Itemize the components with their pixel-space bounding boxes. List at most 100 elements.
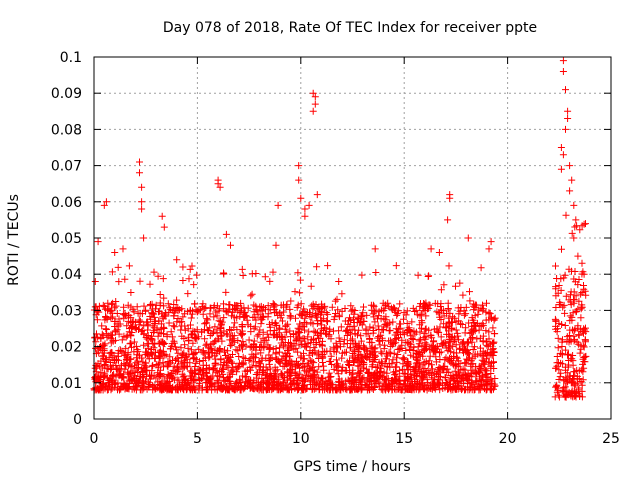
data-point: [199, 361, 207, 369]
data-point: [296, 276, 304, 284]
data-point: [338, 290, 346, 298]
data-point: [181, 322, 189, 330]
data-point: [109, 377, 117, 385]
data-point: [359, 364, 367, 372]
data-point: [183, 385, 191, 393]
data-point: [578, 259, 586, 267]
data-point: [335, 377, 343, 385]
data-point: [401, 356, 408, 364]
data-point: [111, 249, 119, 256]
data-point: [241, 382, 249, 390]
data-point: [578, 289, 586, 296]
data-point: [170, 376, 178, 384]
data-point: [236, 377, 244, 385]
data-point: [258, 307, 266, 315]
data-point: [106, 382, 113, 390]
data-point: [258, 369, 266, 376]
data-point: [147, 315, 155, 323]
data-point: [443, 323, 451, 331]
data-point: [459, 339, 467, 347]
data-point: [109, 299, 117, 307]
y-tick-label: 0.01: [51, 376, 82, 392]
data-point: [339, 363, 347, 371]
data-point: [580, 343, 588, 351]
data-point: [189, 339, 197, 347]
data-point: [297, 300, 305, 308]
data-point: [241, 367, 249, 375]
data-point: [271, 367, 279, 375]
data-point: [483, 382, 491, 390]
data-point: [326, 347, 334, 355]
data-point: [374, 315, 381, 323]
data-point: [324, 373, 332, 381]
data-point: [358, 271, 366, 279]
data-point: [270, 330, 278, 338]
data-point: [473, 377, 481, 385]
data-point: [560, 384, 568, 392]
data-point: [409, 347, 417, 354]
data-point: [432, 353, 440, 361]
data-point: [460, 307, 468, 315]
y-tick-label: 0.04: [51, 267, 82, 283]
data-point: [416, 321, 424, 329]
data-point: [110, 380, 118, 388]
data-point: [171, 323, 179, 331]
data-point: [414, 357, 422, 365]
x-tick-label: 25: [602, 431, 620, 447]
data-point: [91, 333, 99, 341]
data-point: [555, 393, 563, 401]
data-point: [398, 341, 406, 349]
data-point: [222, 288, 230, 296]
data-point: [248, 270, 256, 278]
data-point: [286, 327, 294, 335]
data-point: [288, 379, 296, 387]
data-point: [142, 377, 149, 385]
data-point: [349, 366, 357, 374]
data-point: [297, 194, 305, 202]
data-point: [252, 371, 260, 378]
data-point: [404, 376, 411, 384]
data-point: [114, 366, 122, 373]
data-point: [274, 201, 282, 209]
data-point: [201, 320, 209, 328]
data-point: [103, 315, 111, 323]
data-point: [152, 301, 160, 309]
data-point: [292, 336, 300, 344]
data-point: [311, 378, 319, 386]
data-point: [108, 364, 116, 372]
data-point: [309, 374, 317, 382]
data-point: [169, 366, 177, 374]
data-point: [421, 365, 429, 372]
data-point: [449, 383, 457, 390]
data-point: [312, 328, 320, 336]
data-point: [302, 376, 310, 384]
data-point: [308, 385, 316, 393]
data-point: [396, 386, 404, 394]
data-point: [139, 368, 146, 376]
data-point: [147, 335, 155, 342]
data-point: [284, 360, 292, 367]
data-point: [269, 378, 277, 386]
data-point: [328, 303, 336, 311]
data-point: [248, 350, 256, 358]
data-point: [117, 365, 125, 373]
data-point: [462, 310, 470, 318]
data-point: [578, 301, 586, 309]
data-point: [186, 265, 194, 273]
data-point: [137, 386, 145, 394]
data-point: [464, 371, 472, 379]
data-point: [315, 363, 323, 371]
data-point: [148, 350, 155, 358]
data-point: [167, 328, 175, 336]
data-point: [214, 378, 222, 386]
data-point: [248, 290, 256, 298]
y-tick-label: 0: [73, 412, 82, 428]
data-point: [484, 374, 492, 382]
data-point: [115, 315, 123, 323]
data-point: [430, 338, 437, 346]
data-point: [265, 333, 273, 341]
data-point: [264, 341, 272, 349]
data-point: [428, 342, 436, 350]
data-point: [301, 342, 309, 350]
data-point: [156, 372, 164, 380]
